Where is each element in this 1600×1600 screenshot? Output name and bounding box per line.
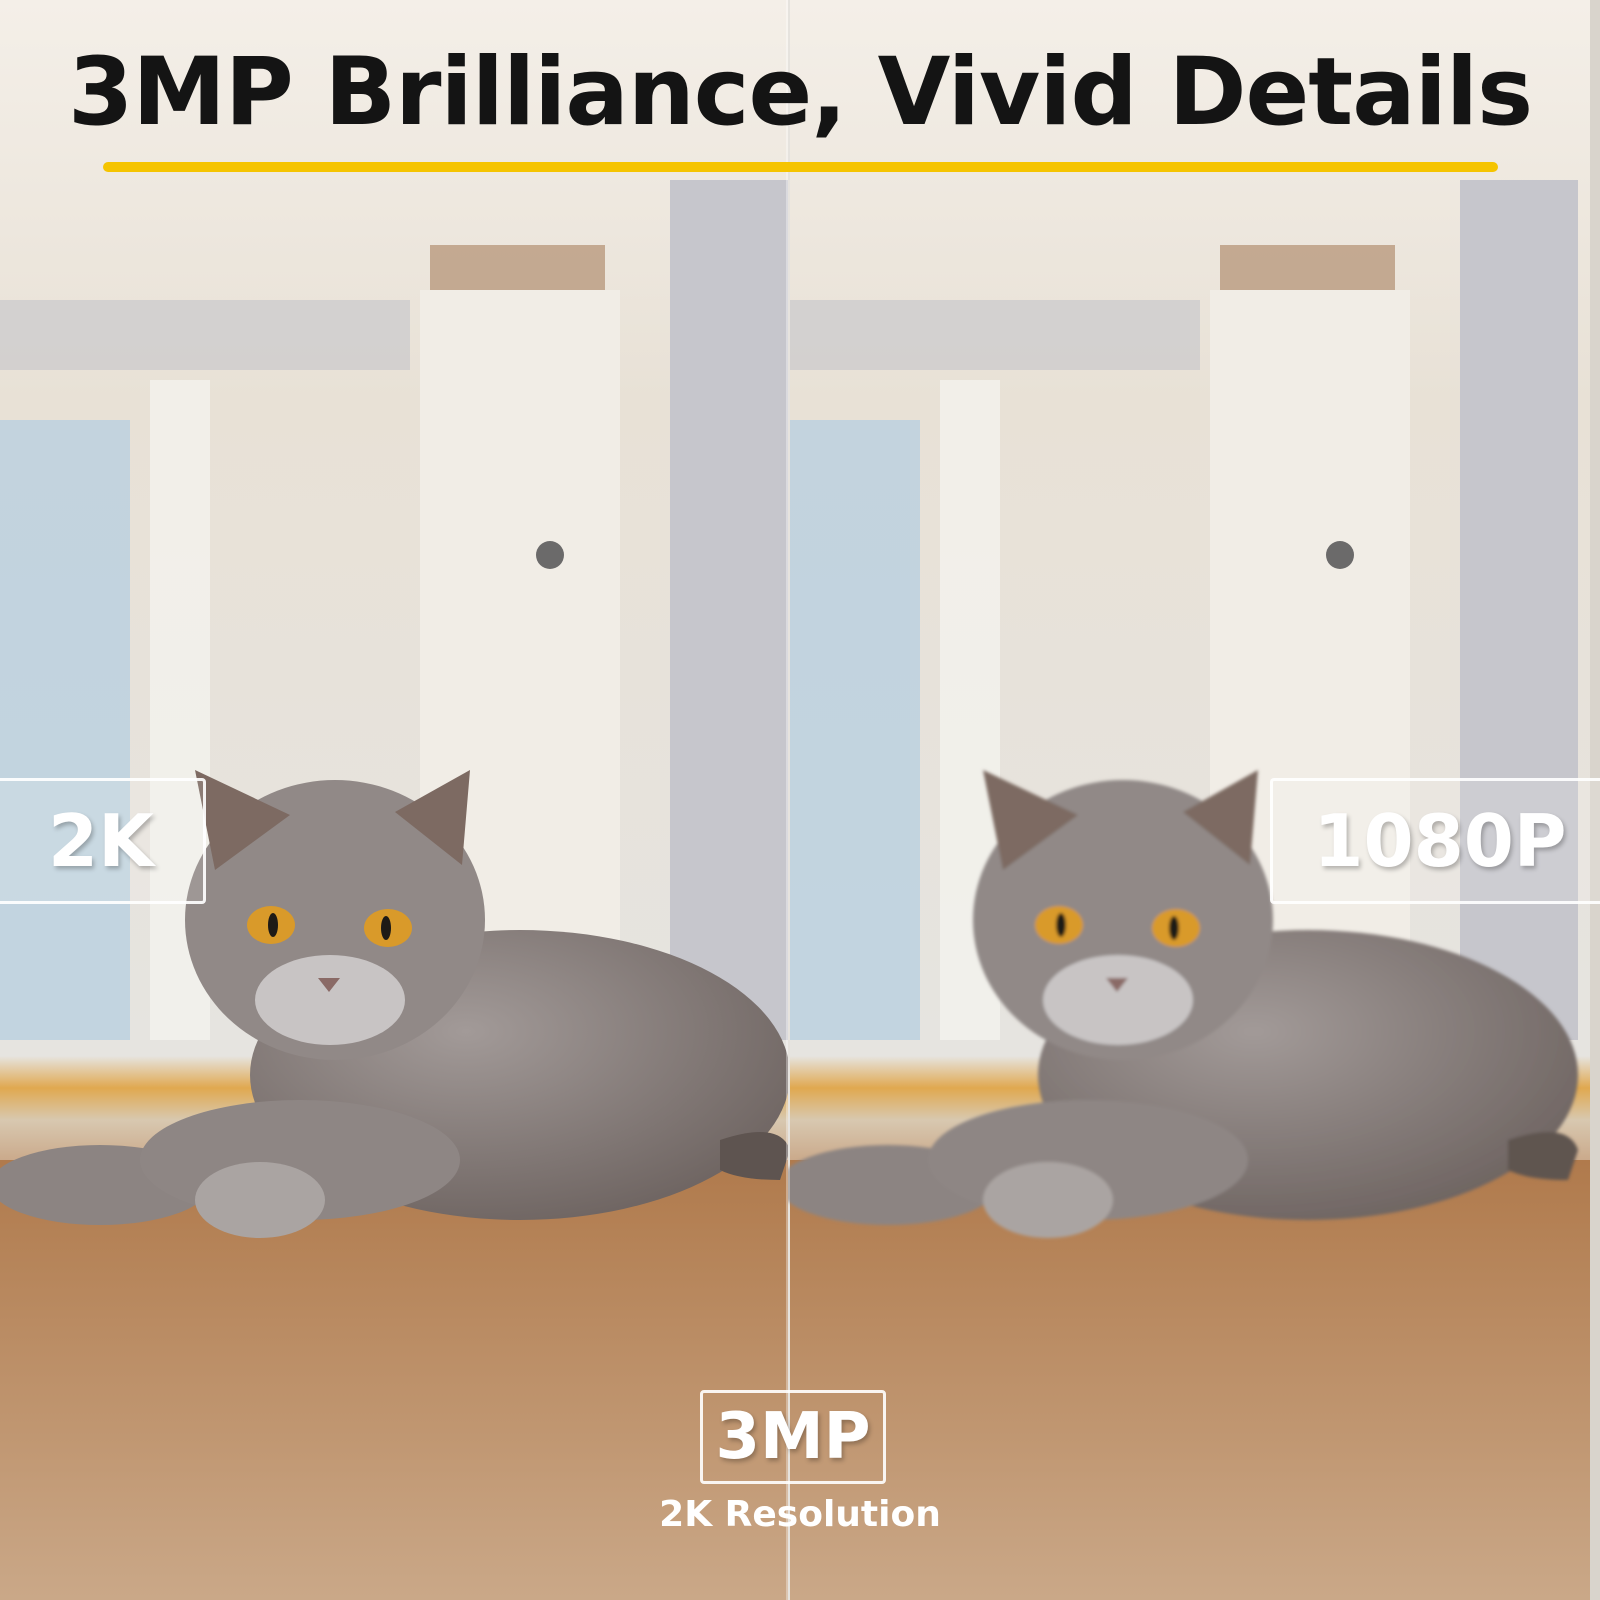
resolution-caption: 2K Resolution — [659, 1494, 941, 1535]
label-2k: 2K — [0, 778, 206, 904]
label-1080p: 1080P — [1270, 778, 1600, 904]
headline-underline — [103, 162, 1498, 172]
split-divider — [786, 0, 790, 1600]
headline: 3MP Brilliance, Vivid Details — [67, 38, 1533, 147]
badge-3mp: 3MP — [700, 1390, 886, 1484]
